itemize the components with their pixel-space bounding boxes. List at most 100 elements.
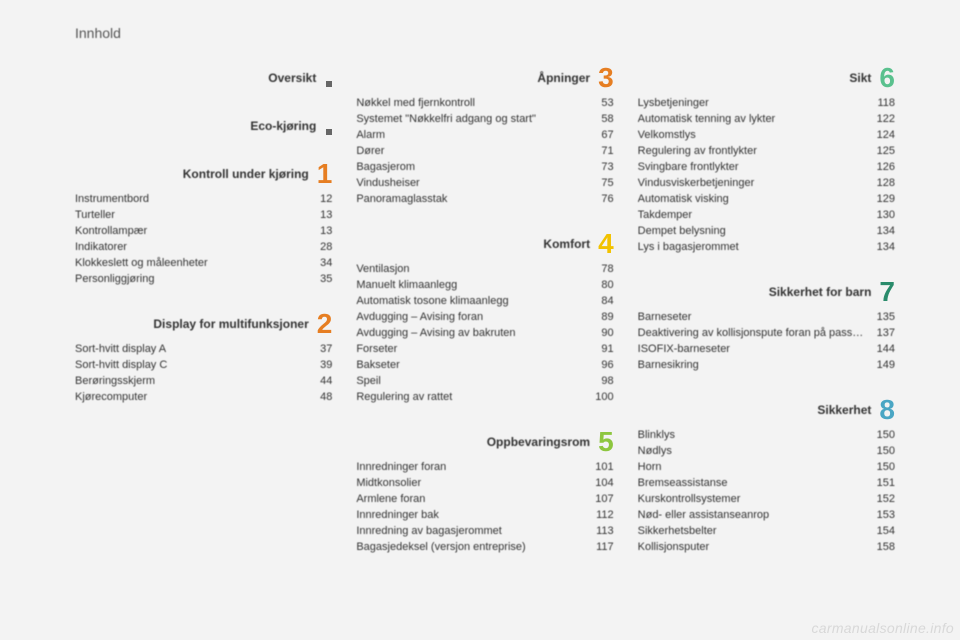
section-head: Komfort4 [356,229,613,255]
entry-label: Barneseter [638,309,702,325]
page-title: Innhold [75,25,895,41]
section-head: Oversikt [75,63,332,89]
section-title: Display for multifunksjoner [75,317,315,335]
toc-entry: Kurskontrollsystemer152 [638,491,895,507]
entry-page: 84 [601,293,613,309]
toc-entry: Takdemper130 [638,207,895,223]
section-number: 4 [598,233,614,255]
entry-page: 75 [601,175,613,191]
toc-entry: Automatisk tenning av lykter 122 [638,111,895,127]
toc-entry: Bagasjerom73 [356,159,613,175]
entry-page: 100 [595,389,613,405]
toc-entry: Innredning av bagasjerommet113 [356,523,613,539]
entry-label: Automatisk visking [638,191,739,207]
entry-label: Bagasjedeksel (versjon entreprise) [356,539,535,555]
toc-entry: Midtkonsolier104 [356,475,613,491]
toc-section: Eco-kjøring [75,111,332,137]
entry-page: 117 [596,539,614,555]
entry-page: 98 [601,373,613,389]
toc-columns: Oversikt Eco-kjøring Kontroll under kjørin… [75,63,895,577]
entry-label: Innredninger foran [356,459,456,475]
entry-label: Regulering av frontlykter [638,143,767,159]
toc-section: Oppbevaringsrom5Innredninger foran101Mid… [356,427,613,555]
entry-page: 71 [601,143,613,159]
section-head: Åpninger3 [356,63,613,89]
entry-label: Systemet "Nøkkelfri adgang og start" [356,111,546,127]
entry-page: 158 [877,539,895,555]
entry-page: 149 [877,357,895,373]
toc-entry: Sort-hvitt display A37 [75,341,332,357]
entry-label: Ventilasjon [356,261,419,277]
toc-entry: Nøkkel med fjernkontroll 53 [356,95,613,111]
entry-list: Ventilasjon78Manuelt klimaanlegg80Automa… [356,261,613,405]
entry-label: Innredninger bak [356,507,449,523]
toc-entry: Vindusheiser75 [356,175,613,191]
section-head: Sikkerhet8 [638,395,895,421]
toc-entry: Berøringsskjerm44 [75,373,332,389]
entry-page: 80 [601,277,613,293]
entry-page: 113 [596,523,614,539]
entry-page: 53 [601,95,613,111]
entry-label: Bremseassistanse [638,475,738,491]
entry-label: Nøkkel med fjernkontroll [356,95,485,111]
entry-label: Personliggjøring [75,271,164,287]
entry-list: Lysbetjeninger118Automatisk tenning av l… [638,95,895,255]
entry-label: Vindusviskerbetjeninger [638,175,765,191]
entry-label: Alarm [356,127,395,143]
entry-label: Armlene foran [356,491,435,507]
section-title: Eco-kjøring [75,119,322,137]
entry-page: 112 [596,507,614,523]
entry-page: 76 [601,191,613,207]
entry-page: 13 [320,223,332,239]
toc-entry: Innredninger bak 112 [356,507,613,523]
section-title: Sikt [638,71,878,89]
toc-section: Kontroll under kjøring1Instrumentbord12T… [75,159,332,287]
section-head: Sikt6 [638,63,895,89]
toc-entry: Barneseter135 [638,309,895,325]
toc-entry: Speil98 [356,373,613,389]
entry-page: 34 [320,255,332,271]
entry-page: 124 [877,127,895,143]
entry-label: Automatisk tenning av lykter [638,111,786,127]
entry-label: Takdemper [638,207,702,223]
entry-page: 125 [877,143,895,159]
toc-section: Komfort4 Ventilasjon78Manuelt klimaanlegg… [356,229,613,405]
entry-label: Bagasjerom [356,159,425,175]
toc-entry: Kjørecomputer48 [75,389,332,405]
section-number: 7 [879,281,895,303]
entry-label: Sikkerhetsbelter [638,523,727,539]
toc-section: Åpninger3 Nøkkel med fjernkontroll 53 Syste… [356,63,613,207]
toc-entry: Bagasjedeksel (versjon entreprise) 117 [356,539,613,555]
toc-entry: Bakseter96 [356,357,613,373]
toc-entry: Ventilasjon78 [356,261,613,277]
toc-entry: Vindusviskerbetjeninger128 [638,175,895,191]
entry-page: 129 [877,191,895,207]
entry-label: Avdugging – Avising av bakruten [356,325,525,341]
toc-entry: Indikatorer28 [75,239,332,255]
entry-label: Dører [356,143,394,159]
toc-column: Sikt6 Lysbetjeninger118Automatisk tenning… [638,63,895,577]
entry-page: 12 [320,191,332,207]
entry-page: 134 [877,239,895,255]
section-title: Komfort [356,237,596,255]
entry-label: Midtkonsolier [356,475,431,491]
entry-page: 153 [877,507,895,523]
section-number: 2 [317,313,333,335]
toc-entry: Deaktivering av kollisjonspute foran på … [638,325,895,341]
entry-label: Barnesikring [638,357,709,373]
entry-page: 122 [877,111,895,127]
toc-column: Oversikt Eco-kjøring Kontroll under kjørin… [75,63,332,577]
toc-entry: Personliggjøring35 [75,271,332,287]
entry-list: Barneseter135Deaktivering av kollisjonsp… [638,309,895,373]
section-title: Sikkerhet for barn [638,285,878,303]
entry-label: Dempet belysning [638,223,736,239]
entry-label: Sort-hvitt display A [75,341,176,357]
entry-label: Manuelt klimaanlegg [356,277,467,293]
entry-label: Indikatorer [75,239,137,255]
section-number: 1 [317,163,333,185]
toc-entry: Barnesikring 149 [638,357,895,373]
toc-entry: Kontrollampær13 [75,223,332,239]
section-title: Åpninger [356,71,596,89]
section-number: 3 [598,67,614,89]
entry-page: 13 [320,207,332,223]
